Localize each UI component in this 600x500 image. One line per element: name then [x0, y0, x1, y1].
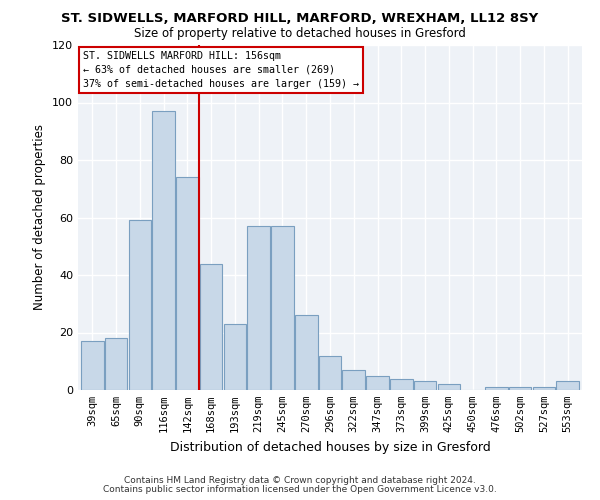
Bar [556, 382, 579, 390]
Text: ST. SIDWELLS MARFORD HILL: 156sqm
← 63% of detached houses are smaller (269)
37%: ST. SIDWELLS MARFORD HILL: 156sqm ← 63% … [83, 51, 359, 89]
X-axis label: Distribution of detached houses by size in Gresford: Distribution of detached houses by size … [170, 440, 490, 454]
Bar [247, 226, 270, 390]
Bar [176, 178, 199, 390]
Bar [128, 220, 151, 390]
Bar [200, 264, 223, 390]
Bar [224, 324, 246, 390]
Text: Size of property relative to detached houses in Gresford: Size of property relative to detached ho… [134, 28, 466, 40]
Y-axis label: Number of detached properties: Number of detached properties [34, 124, 46, 310]
Bar [509, 387, 532, 390]
Bar [485, 387, 508, 390]
Bar [366, 376, 389, 390]
Bar [437, 384, 460, 390]
Text: Contains public sector information licensed under the Open Government Licence v3: Contains public sector information licen… [103, 485, 497, 494]
Text: ST. SIDWELLS, MARFORD HILL, MARFORD, WREXHAM, LL12 8SY: ST. SIDWELLS, MARFORD HILL, MARFORD, WRE… [61, 12, 539, 26]
Bar [105, 338, 127, 390]
Bar [271, 226, 294, 390]
Bar [343, 370, 365, 390]
Bar [81, 341, 104, 390]
Bar [414, 382, 436, 390]
Bar [390, 378, 413, 390]
Bar [152, 111, 175, 390]
Bar [319, 356, 341, 390]
Bar [533, 387, 555, 390]
Text: Contains HM Land Registry data © Crown copyright and database right 2024.: Contains HM Land Registry data © Crown c… [124, 476, 476, 485]
Bar [295, 316, 317, 390]
